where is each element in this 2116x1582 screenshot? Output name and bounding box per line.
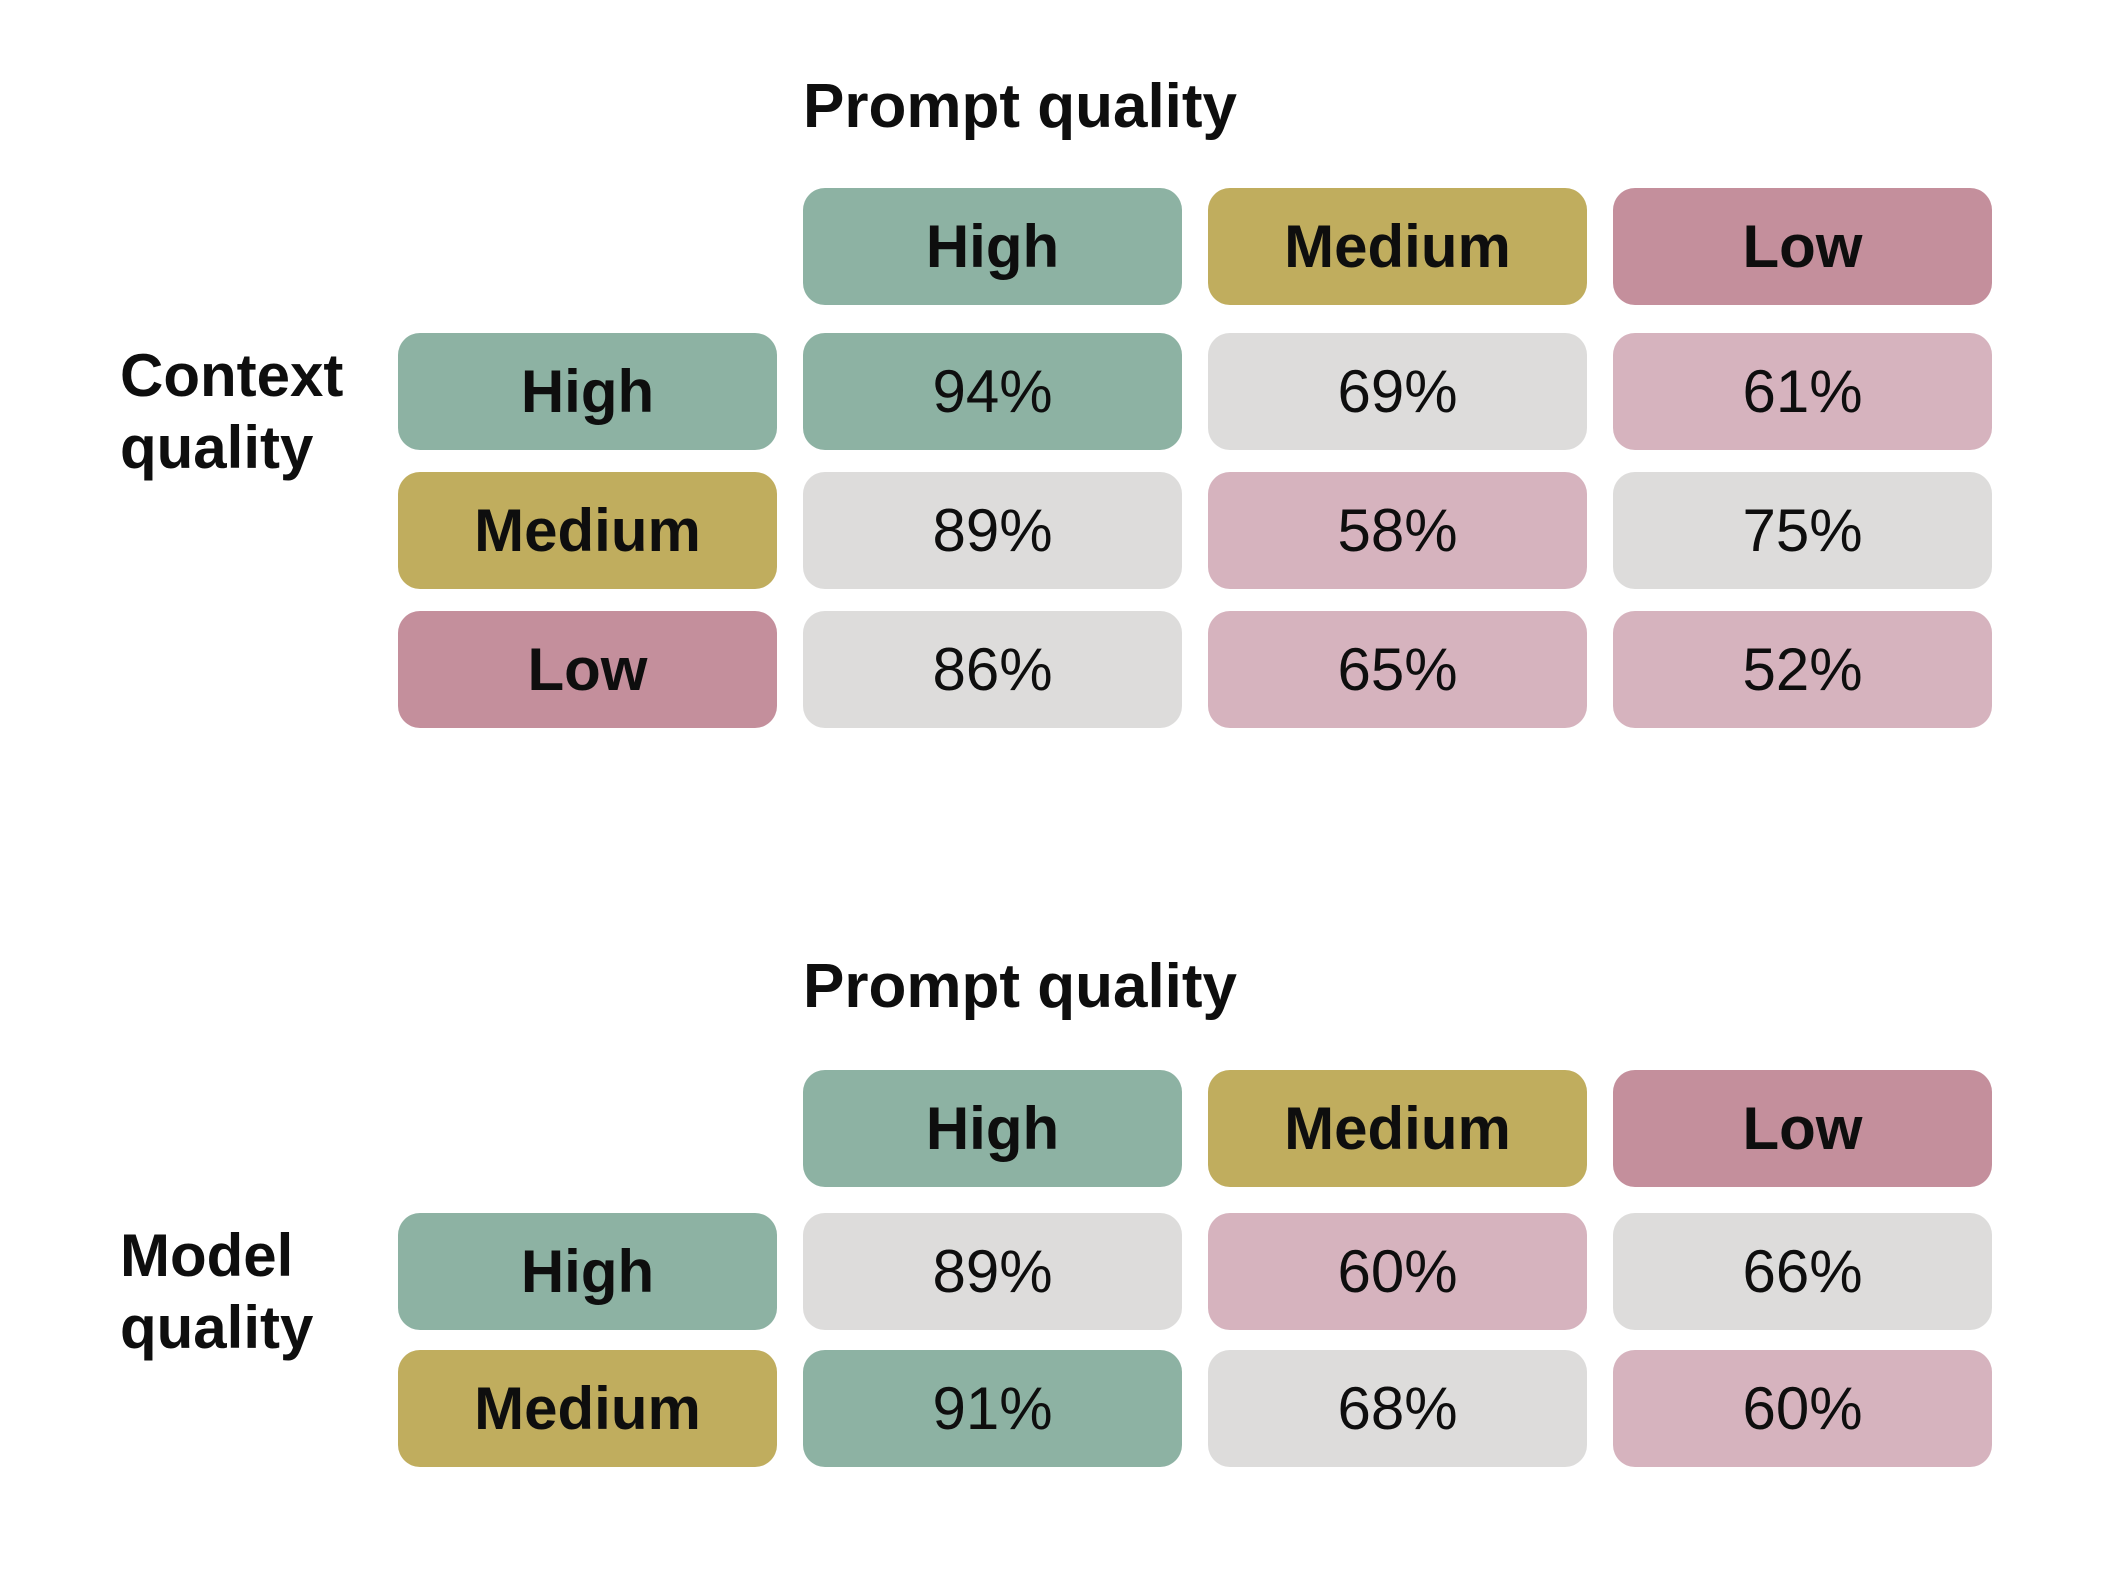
- matrix-cell: 69%: [1208, 333, 1587, 450]
- bottom-row-header-high: High: [398, 1213, 777, 1330]
- top-column-header-low: Low: [1613, 188, 1992, 305]
- spacer: [398, 188, 777, 305]
- bottom-row-header-medium: Medium: [398, 1350, 777, 1467]
- top-column-axis-title: Prompt quality: [803, 72, 1238, 141]
- bottom-column-header-medium: Medium: [1208, 1070, 1587, 1187]
- matrix-cell: 75%: [1613, 472, 1992, 589]
- bottom-row-axis-title: Model quality: [120, 1222, 314, 1361]
- matrix-cell: 89%: [803, 472, 1182, 589]
- top-matrix-body: High 94% 69% 61% Medium 89% 58% 75% Low …: [398, 333, 1992, 728]
- top-row-header-medium: Medium: [398, 472, 777, 589]
- matrix-cell: 58%: [1208, 472, 1587, 589]
- matrix-cell: 66%: [1613, 1213, 1992, 1330]
- top-column-header-row: High Medium Low: [398, 188, 1992, 305]
- top-column-header-medium: Medium: [1208, 188, 1587, 305]
- top-row-header-low: Low: [398, 611, 777, 728]
- matrix-cell: 60%: [1208, 1213, 1587, 1330]
- top-row-axis-title: Context quality: [120, 342, 344, 481]
- matrix-cell: 68%: [1208, 1350, 1587, 1467]
- matrix-cell: 65%: [1208, 611, 1587, 728]
- top-column-header-high: High: [803, 188, 1182, 305]
- matrix-cell: 86%: [803, 611, 1182, 728]
- bottom-column-header-high: High: [803, 1070, 1182, 1187]
- matrix-cell: 94%: [803, 333, 1182, 450]
- matrix-cell: 61%: [1613, 333, 1992, 450]
- matrix-cell: 89%: [803, 1213, 1182, 1330]
- spacer: [398, 1070, 777, 1187]
- bottom-matrix-body: High 89% 60% 66% Medium 91% 68% 60%: [398, 1213, 1992, 1467]
- bottom-column-axis-title: Prompt quality: [803, 952, 1238, 1021]
- matrix-cell: 60%: [1613, 1350, 1992, 1467]
- bottom-column-header-low: Low: [1613, 1070, 1992, 1187]
- bottom-column-header-row: High Medium Low: [398, 1070, 1992, 1187]
- top-row-header-high: High: [398, 333, 777, 450]
- matrix-cell: 91%: [803, 1350, 1182, 1467]
- matrix-cell: 52%: [1613, 611, 1992, 728]
